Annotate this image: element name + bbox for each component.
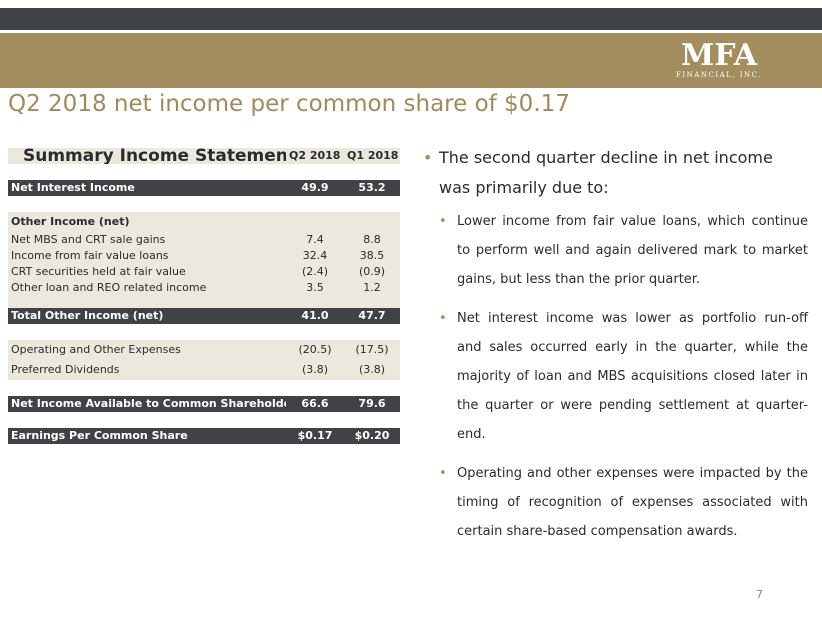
- sub-bullet-text: Lower income from fair value loans, whic…: [457, 214, 808, 287]
- table-row: Total Other Income (net) 41.0 47.7: [8, 308, 400, 324]
- table-row: Net Interest Income 49.9 53.2: [8, 180, 400, 196]
- row-value-q1: $0.20: [344, 428, 400, 444]
- sub-bullet: • Operating and other expenses were impa…: [439, 459, 808, 546]
- income-statement-table: Summary Income Statement Q2 2018 $m Q1 2…: [8, 148, 400, 444]
- row-value-q1: 53.2: [344, 180, 400, 196]
- bullet-dot-icon: •: [439, 311, 447, 326]
- company-logo: MFA FINANCIAL, INC.: [674, 41, 764, 81]
- row-value-q2: 3.5: [286, 280, 344, 296]
- table-row: Operating and Other Expenses (20.5) (17.…: [8, 340, 400, 360]
- bullet-dot-icon: •: [439, 466, 447, 481]
- table-row: CRT securities held at fair value (2.4) …: [8, 264, 400, 280]
- main-bullet-text: The second quarter decline in net income…: [439, 148, 773, 197]
- table-row: Earnings Per Common Share $0.17 $0.20: [8, 428, 400, 444]
- row-value-q2: 66.6: [286, 396, 344, 412]
- table-row: Net Income Available to Common Sharehold…: [8, 396, 400, 412]
- column-header-q1: Q1 2018 $m: [344, 148, 400, 164]
- row-label: Earnings Per Common Share: [8, 428, 286, 444]
- main-bullet: • The second quarter decline in net inco…: [423, 143, 808, 203]
- row-value-q1: 47.7: [344, 308, 400, 324]
- row-value-q2: (2.4): [286, 264, 344, 280]
- row-label: Other loan and REO related income: [8, 280, 286, 296]
- row-label: Other Income (net): [8, 212, 286, 232]
- row-value-q1: (3.8): [344, 360, 400, 380]
- row-label: CRT securities held at fair value: [8, 264, 286, 280]
- row-value-q1: 8.8: [344, 232, 400, 248]
- row-value-q1: (0.9): [344, 264, 400, 280]
- sub-bullet: • Lower income from fair value loans, wh…: [439, 207, 808, 294]
- slide-title: Q2 2018 net income per common share of $…: [8, 91, 570, 117]
- row-label: Net Income Available to Common Sharehold…: [8, 396, 286, 412]
- bullet-dot-icon: •: [439, 214, 447, 229]
- table-row: Net MBS and CRT sale gains 7.4 8.8: [8, 232, 400, 248]
- table-title: Summary Income Statement: [8, 148, 286, 164]
- row-value-q2: 41.0: [286, 308, 344, 324]
- row-value-q1: (17.5): [344, 340, 400, 360]
- row-value-q2: $0.17: [286, 428, 344, 444]
- page-number: 7: [756, 588, 763, 601]
- row-value-q1: 1.2: [344, 280, 400, 296]
- row-value-q2: 32.4: [286, 248, 344, 264]
- table-header-row: Summary Income Statement Q2 2018 $m Q1 2…: [8, 148, 400, 164]
- row-label: Net Interest Income: [8, 180, 286, 196]
- row-label: Operating and Other Expenses: [8, 340, 286, 360]
- row-label: Net MBS and CRT sale gains: [8, 232, 286, 248]
- table-row: Other Income (net): [8, 212, 400, 232]
- sub-bullet-list: • Lower income from fair value loans, wh…: [439, 207, 808, 546]
- row-label: Income from fair value loans: [8, 248, 286, 264]
- table-row: Preferred Dividends (3.8) (3.8): [8, 360, 400, 380]
- commentary-bullets: • The second quarter decline in net inco…: [423, 143, 808, 556]
- sub-bullet: • Net interest income was lower as portf…: [439, 304, 808, 449]
- row-value-q2: 7.4: [286, 232, 344, 248]
- row-value-q1: [344, 212, 400, 232]
- row-label: Preferred Dividends: [8, 360, 286, 380]
- row-label: Total Other Income (net): [8, 308, 286, 324]
- row-value-q2: [286, 212, 344, 232]
- table-row: Other loan and REO related income 3.5 1.…: [8, 280, 400, 296]
- row-value-q2: (20.5): [286, 340, 344, 360]
- row-value-q2: 49.9: [286, 180, 344, 196]
- column-header-q2: Q2 2018 $m: [286, 148, 344, 164]
- sub-bullet-text: Net interest income was lower as portfol…: [457, 311, 808, 442]
- row-value-q1: 79.6: [344, 396, 400, 412]
- header-banner: [0, 33, 822, 88]
- bullet-dot-icon: •: [423, 148, 433, 167]
- logo-subtitle: FINANCIAL, INC.: [676, 71, 762, 79]
- row-value-q1: 38.5: [344, 248, 400, 264]
- row-value-q2: (3.8): [286, 360, 344, 380]
- logo-main: MFA: [680, 38, 758, 73]
- sub-bullet-text: Operating and other expenses were impact…: [457, 466, 808, 539]
- table-row: Income from fair value loans 32.4 38.5: [8, 248, 400, 264]
- top-bar: [0, 8, 822, 30]
